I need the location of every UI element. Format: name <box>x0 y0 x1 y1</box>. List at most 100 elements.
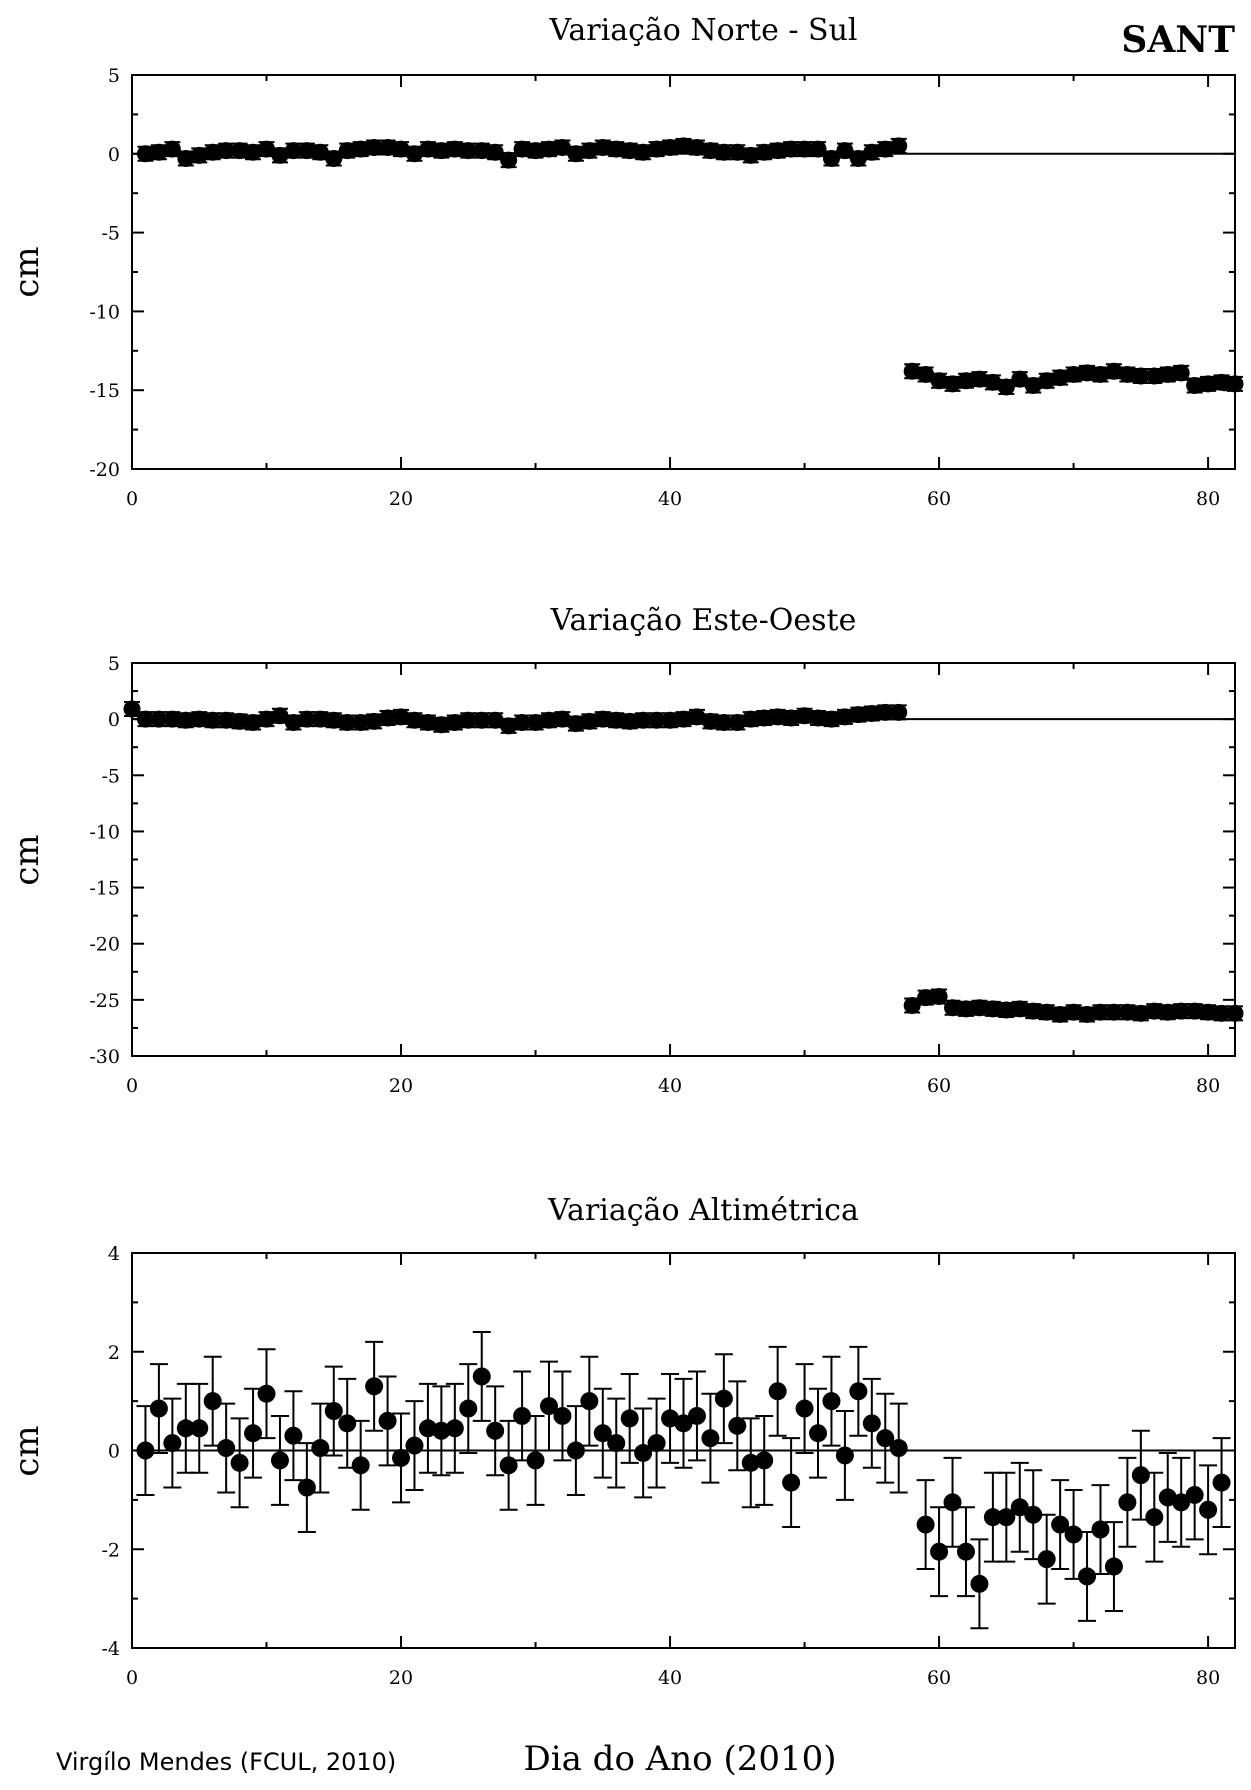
y-axis-label: cm <box>7 834 47 885</box>
data-point <box>270 1451 289 1470</box>
data-point <box>769 142 787 160</box>
data-point <box>1159 365 1177 383</box>
data-point <box>890 703 908 721</box>
data-point <box>607 140 625 158</box>
data-point <box>500 151 518 169</box>
plot-frame <box>131 74 1236 470</box>
y-tick-label: -10 <box>89 301 120 323</box>
data-point <box>527 714 545 732</box>
data-point <box>325 711 343 729</box>
data-point <box>715 714 733 732</box>
data-point <box>217 1439 236 1458</box>
data-point <box>1038 1003 1056 1021</box>
data-point <box>298 710 316 728</box>
data-point <box>1037 1550 1056 1569</box>
y-tick-label: -20 <box>89 459 120 481</box>
data-point <box>150 143 168 161</box>
y-tick-label: -2 <box>101 1539 120 1561</box>
data-point <box>392 140 410 158</box>
data-point <box>997 1001 1015 1019</box>
data-point <box>997 378 1015 396</box>
data-point <box>459 142 477 160</box>
data-point <box>190 710 208 728</box>
data-point <box>728 143 746 161</box>
data-point <box>136 145 154 163</box>
data-point <box>1199 1003 1217 1021</box>
data-point <box>930 1542 949 1561</box>
data-point <box>1051 1005 1069 1023</box>
data-point <box>553 1406 572 1425</box>
data-point <box>1172 1493 1191 1512</box>
data-point <box>1199 1500 1218 1519</box>
data-point <box>593 1424 612 1443</box>
credit-text: Virgílo Mendes (FCUL, 2010) <box>56 1748 396 1776</box>
y-tick-label: -4 <box>101 1638 120 1660</box>
data-point <box>352 714 370 732</box>
data-point <box>876 140 894 158</box>
data-point <box>714 1389 733 1408</box>
data-point <box>258 140 276 158</box>
data-point <box>258 710 276 728</box>
x-tick-label: 0 <box>126 1075 138 1097</box>
data-point <box>405 145 423 163</box>
x-tick-label: 40 <box>658 1667 682 1689</box>
data-point <box>539 1397 558 1416</box>
data-point <box>809 140 827 158</box>
data-point <box>889 1439 908 1458</box>
data-point <box>970 370 988 388</box>
y-tick-label: 0 <box>108 709 120 731</box>
data-point <box>1172 1002 1190 1020</box>
data-point <box>513 140 531 158</box>
chart-title: Variação Norte - Sul <box>548 13 857 48</box>
data-point <box>1226 375 1244 393</box>
data-point <box>1185 1485 1204 1504</box>
data-point <box>445 1419 464 1438</box>
data-point <box>311 1439 330 1458</box>
data-point <box>379 709 397 727</box>
data-point <box>594 138 612 156</box>
data-point <box>701 1429 720 1448</box>
data-point <box>755 143 773 161</box>
data-point <box>607 711 625 729</box>
data-point <box>621 712 639 730</box>
data-point <box>862 1414 881 1433</box>
data-point <box>607 1434 626 1453</box>
data-point <box>930 987 948 1005</box>
data-point <box>1024 1505 1043 1524</box>
y-axis-label: cm <box>7 246 47 297</box>
data-point <box>661 138 679 156</box>
data-point <box>863 705 881 723</box>
data-point <box>405 1436 424 1455</box>
data-point <box>768 1382 787 1401</box>
chart-panel: Variação Norte - Sul cm 5 0 -5 -10 -15 -20 0 20 40… <box>7 13 1244 510</box>
data-point <box>1118 365 1136 383</box>
data-point <box>957 1000 975 1018</box>
data-point <box>365 712 383 730</box>
data-point <box>150 710 168 728</box>
data-point <box>271 707 289 725</box>
data-point <box>634 711 652 729</box>
data-point <box>351 1456 370 1475</box>
x-tick-label: 0 <box>126 1667 138 1689</box>
data-point <box>1105 362 1123 380</box>
data-point <box>244 143 262 161</box>
data-point <box>1105 1003 1123 1021</box>
data-point <box>580 1392 599 1411</box>
data-point <box>473 711 491 729</box>
data-point <box>944 999 962 1017</box>
data-point <box>163 140 181 158</box>
data-point <box>1132 1004 1150 1022</box>
data-point <box>983 1508 1002 1527</box>
data-point <box>648 711 666 729</box>
y-axis-label: cm <box>7 1425 47 1476</box>
data-point <box>1131 1466 1150 1485</box>
data-point <box>836 142 854 160</box>
data-point <box>661 711 679 729</box>
data-point <box>580 712 598 730</box>
data-point <box>324 1402 343 1420</box>
data-point <box>916 1515 935 1534</box>
data-point <box>1212 1473 1231 1492</box>
data-point <box>190 146 208 164</box>
data-point <box>742 710 760 728</box>
data-point <box>701 712 719 730</box>
